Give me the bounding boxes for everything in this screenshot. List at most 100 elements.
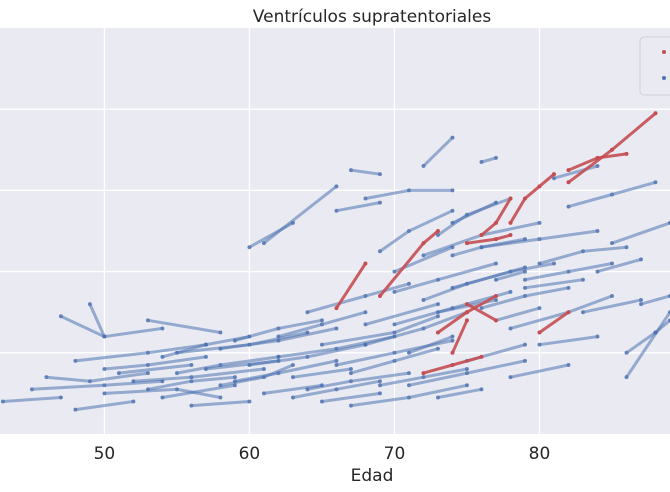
data-point-blue bbox=[638, 298, 643, 303]
data-point-blue bbox=[508, 375, 513, 380]
data-point-blue bbox=[450, 208, 455, 213]
data-point-blue bbox=[493, 298, 498, 303]
data-point-blue bbox=[595, 229, 600, 233]
data-point-blue bbox=[653, 330, 658, 335]
data-point-blue bbox=[522, 269, 527, 274]
data-point-blue bbox=[218, 346, 223, 351]
data-point-blue bbox=[609, 261, 614, 266]
data-point-blue bbox=[145, 362, 150, 367]
data-point-red bbox=[624, 151, 629, 156]
data-point-blue bbox=[276, 354, 281, 359]
series-lines bbox=[0, 111, 670, 412]
data-point-red bbox=[493, 293, 498, 298]
data-point-blue bbox=[319, 318, 324, 323]
data-point-blue bbox=[406, 281, 411, 286]
data-point-blue bbox=[145, 350, 150, 355]
data-point-blue bbox=[479, 387, 484, 392]
data-point-blue bbox=[435, 302, 440, 307]
series-line-blue bbox=[494, 270, 527, 282]
series-line-blue bbox=[364, 302, 440, 326]
data-point-blue bbox=[522, 265, 527, 270]
data-point-blue bbox=[493, 155, 498, 160]
data-point-blue bbox=[160, 395, 165, 400]
data-point-red bbox=[479, 354, 484, 359]
series-line-red bbox=[451, 318, 469, 355]
data-point-blue bbox=[363, 310, 368, 315]
data-point-red bbox=[435, 229, 440, 233]
series-line-blue bbox=[422, 136, 454, 168]
x-tick-label: 80 bbox=[529, 444, 551, 464]
data-point-blue bbox=[305, 310, 310, 315]
data-point-blue bbox=[58, 314, 63, 319]
data-point-blue bbox=[377, 383, 382, 388]
series-line-red bbox=[538, 310, 570, 334]
data-point-blue bbox=[450, 135, 455, 140]
data-point-red bbox=[566, 310, 571, 315]
data-point-blue bbox=[522, 358, 527, 363]
data-point-blue bbox=[319, 342, 324, 347]
data-point-blue bbox=[334, 362, 339, 367]
x-tick-labels: 50 60 70 80 bbox=[94, 444, 551, 464]
data-point-red bbox=[566, 180, 571, 185]
data-point-red bbox=[464, 241, 469, 246]
data-point-blue bbox=[247, 245, 252, 250]
data-point-blue bbox=[435, 346, 440, 351]
data-point-blue bbox=[595, 164, 600, 169]
data-point-blue bbox=[624, 245, 629, 250]
legend bbox=[639, 36, 670, 96]
series-line-blue bbox=[552, 164, 599, 180]
data-point-blue bbox=[392, 289, 397, 294]
data-point-red bbox=[421, 241, 426, 246]
series-line-blue bbox=[160, 383, 237, 399]
data-point-red bbox=[464, 302, 469, 307]
data-point-blue bbox=[102, 334, 107, 339]
data-point-blue bbox=[290, 375, 295, 380]
data-point-blue bbox=[653, 180, 658, 185]
data-point-blue bbox=[537, 306, 542, 311]
data-point-blue bbox=[377, 249, 382, 254]
data-point-blue bbox=[73, 407, 78, 412]
data-point-blue bbox=[276, 326, 281, 331]
data-point-blue bbox=[624, 350, 629, 355]
series-line-blue bbox=[146, 318, 222, 334]
data-point-blue bbox=[145, 318, 150, 323]
series-line-blue bbox=[581, 298, 643, 314]
data-point-red bbox=[479, 233, 484, 238]
data-point-red bbox=[493, 237, 498, 242]
data-point-red bbox=[363, 261, 368, 266]
series-line-blue bbox=[523, 278, 585, 290]
data-point-blue bbox=[493, 261, 498, 266]
data-point-red bbox=[493, 318, 498, 323]
data-point-blue bbox=[334, 387, 339, 392]
data-point-blue bbox=[406, 371, 411, 376]
data-point-blue bbox=[87, 302, 92, 307]
data-point-blue bbox=[566, 204, 571, 209]
data-point-blue bbox=[160, 326, 165, 331]
data-point-blue bbox=[290, 395, 295, 400]
data-point-blue bbox=[29, 387, 34, 392]
data-point-blue bbox=[189, 379, 194, 384]
data-point-blue bbox=[131, 379, 136, 384]
data-point-blue bbox=[305, 354, 310, 359]
data-point-blue bbox=[116, 371, 121, 376]
series-line-blue bbox=[610, 221, 670, 245]
data-point-blue bbox=[406, 395, 411, 400]
series-line-blue bbox=[189, 400, 251, 408]
data-point-red bbox=[508, 196, 513, 201]
data-point-blue bbox=[348, 168, 353, 173]
data-point-blue bbox=[174, 371, 179, 376]
data-point-blue bbox=[522, 277, 527, 282]
series-line-blue bbox=[1, 396, 63, 403]
data-point-blue bbox=[232, 375, 237, 380]
data-point-red bbox=[653, 111, 658, 116]
data-point-blue bbox=[363, 293, 368, 298]
data-point-blue bbox=[464, 371, 469, 376]
data-point-blue bbox=[479, 159, 484, 164]
x-tick-label: 60 bbox=[239, 444, 261, 464]
data-point-blue bbox=[319, 399, 324, 404]
data-point-red bbox=[334, 306, 339, 311]
data-point-blue bbox=[261, 391, 266, 396]
data-point-blue bbox=[145, 387, 150, 392]
x-tick-label: 50 bbox=[94, 444, 116, 464]
data-point-blue bbox=[522, 237, 527, 242]
